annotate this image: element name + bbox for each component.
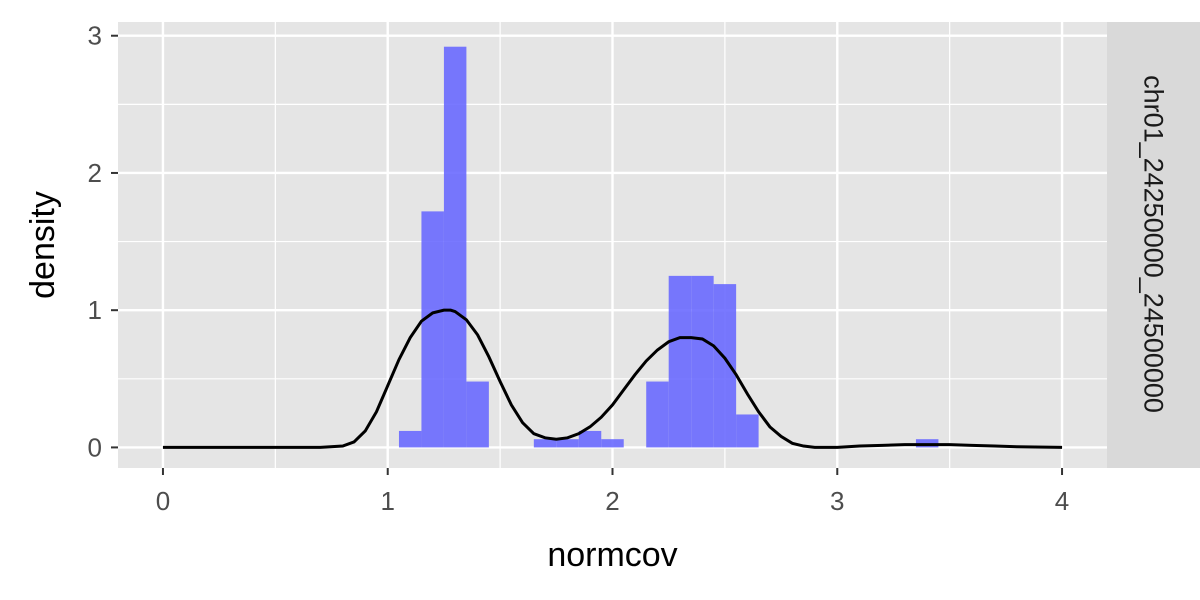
x-axis-title: normcov — [547, 536, 677, 574]
x-tick-label: 0 — [156, 486, 170, 516]
density-curve — [162, 308, 1063, 449]
x-tick-label: 2 — [605, 486, 619, 516]
y-tick-label: 0 — [88, 432, 102, 462]
x-tick-label: 1 — [380, 486, 394, 516]
histogram-bar — [736, 414, 759, 448]
y-tick-label: 3 — [88, 21, 102, 51]
histogram-bar — [533, 439, 557, 448]
histogram-bar — [578, 430, 602, 448]
histogram-bar — [713, 284, 737, 448]
y-axis-title: density — [24, 191, 62, 299]
histogram-bar — [466, 381, 489, 448]
x-axis: 0 1 2 3 4 — [156, 468, 1069, 516]
y-axis: 0 1 2 3 — [88, 21, 118, 462]
facet-strip-label: chr01_24250000_24500000 — [1139, 75, 1169, 413]
histogram-bar — [691, 275, 714, 448]
y-tick-label: 2 — [88, 158, 102, 188]
x-tick-label: 4 — [1055, 486, 1069, 516]
histogram-bars — [398, 46, 939, 448]
histogram-bar — [556, 439, 579, 448]
histogram-bar — [398, 430, 422, 448]
histogram-bar — [668, 275, 692, 448]
histogram-bar — [601, 439, 624, 448]
histogram-bar — [421, 211, 444, 448]
x-tick-label: 3 — [830, 486, 844, 516]
facet-strip — [1107, 22, 1200, 468]
histogram-bar — [646, 381, 669, 448]
y-tick-label: 1 — [88, 295, 102, 325]
histogram-bar — [443, 46, 467, 448]
